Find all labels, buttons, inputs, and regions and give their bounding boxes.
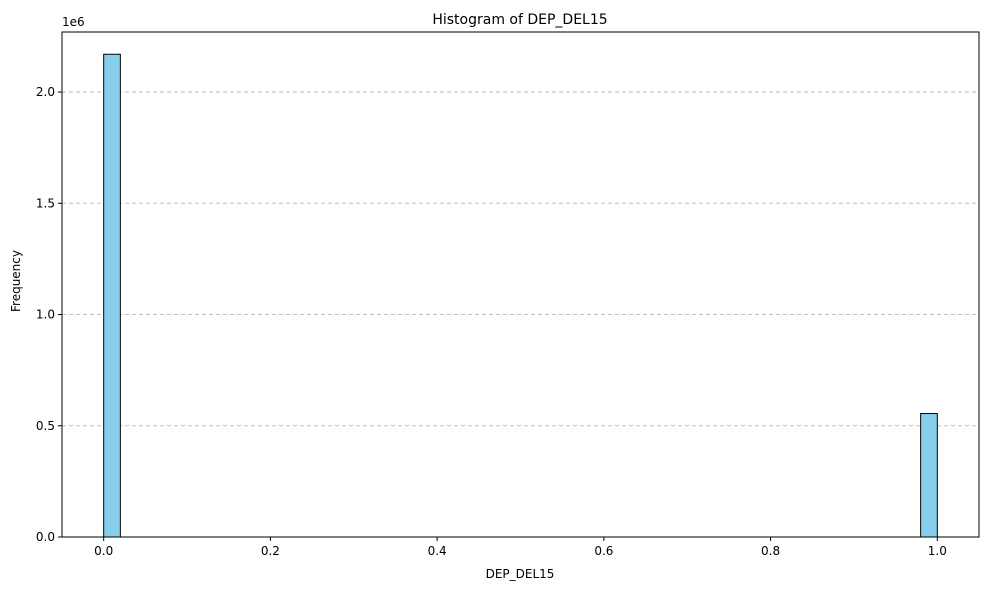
x-tick-label: 0.0 bbox=[94, 544, 113, 558]
y-axis-ticks: 0.0 0.5 1.0 1.5 2.0 bbox=[36, 85, 62, 544]
plot-frame bbox=[61, 31, 980, 538]
y-tick-label: 1.0 bbox=[36, 308, 55, 322]
x-tick-label: 1.0 bbox=[928, 544, 947, 558]
y-scale-offset: 1e6 bbox=[62, 15, 85, 29]
x-tick-label: 0.4 bbox=[428, 544, 447, 558]
y-tick-label: 0.0 bbox=[36, 530, 55, 544]
histogram-bar bbox=[103, 53, 121, 538]
y-tick-label: 0.5 bbox=[36, 419, 55, 433]
y-tick-label: 1.5 bbox=[36, 196, 55, 210]
y-axis-label: Frequency bbox=[9, 250, 23, 312]
x-tick-label: 0.8 bbox=[761, 544, 780, 558]
chart-title: Histogram of DEP_DEL15 bbox=[432, 12, 607, 28]
x-tick-label: 0.6 bbox=[594, 544, 613, 558]
grid-lines bbox=[62, 91, 979, 427]
x-tick-label: 0.2 bbox=[261, 544, 280, 558]
histogram-bar bbox=[920, 413, 938, 538]
bars bbox=[103, 53, 938, 538]
y-tick-label: 2.0 bbox=[36, 85, 55, 99]
x-axis-label: DEP_DEL15 bbox=[486, 567, 555, 581]
x-axis-ticks: 0.0 0.2 0.4 0.6 0.8 1.0 bbox=[94, 537, 947, 558]
